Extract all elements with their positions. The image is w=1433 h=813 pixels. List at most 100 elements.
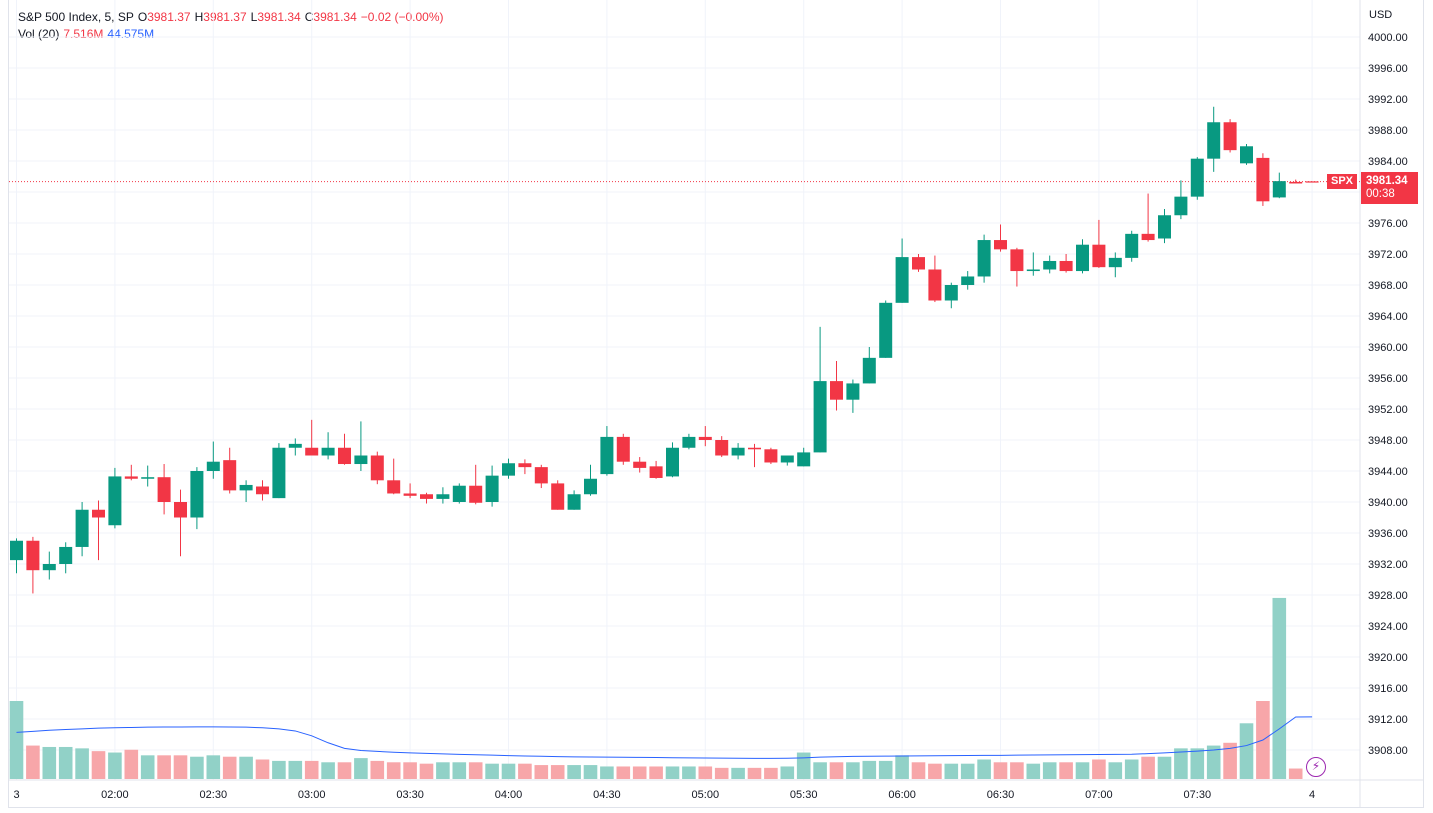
candle-body: [830, 381, 843, 400]
volume-bar: [321, 762, 335, 779]
volume-bar: [813, 762, 827, 779]
candle-body: [92, 509, 105, 518]
volume-bar: [1239, 723, 1254, 779]
candle-body: [551, 483, 565, 510]
candle-body: [124, 476, 138, 479]
y-tick-label: 3924.00: [1368, 621, 1408, 633]
volume-bar: [75, 748, 89, 779]
volume-bar: [911, 762, 926, 779]
volume-bar: [419, 763, 434, 779]
chart-frame[interactable]: [8, 0, 1424, 808]
candle-body: [616, 436, 630, 462]
x-tick-label: 02:30: [200, 789, 228, 801]
volume-bar: [239, 756, 253, 779]
candle-body: [813, 381, 827, 453]
volume-bar: [206, 755, 221, 779]
lightning-icon[interactable]: ⚡: [1306, 757, 1326, 777]
candle-body: [944, 285, 958, 301]
x-tick-label: 05:30: [790, 789, 818, 801]
y-tick-label: 3968.00: [1368, 280, 1408, 292]
x-tick-label: 02:00: [101, 789, 129, 801]
volume-bar: [731, 767, 745, 779]
y-tick-label: 3976.00: [1368, 218, 1408, 230]
volume-bar: [157, 755, 171, 779]
candle-body: [174, 502, 187, 518]
open-label: O: [137, 10, 148, 24]
y-tick-label: 3920.00: [1368, 652, 1408, 664]
volume-bar: [255, 759, 270, 779]
volume-bar: [1206, 745, 1221, 779]
candle-body: [879, 302, 893, 358]
volume-bar: [272, 760, 286, 779]
candle-body: [1026, 269, 1040, 272]
candle-body: [26, 540, 40, 571]
y-tick-label: 3936.00: [1368, 528, 1408, 540]
y-tick-label: 3944.00: [1368, 466, 1408, 478]
y-tick-label: 3932.00: [1368, 559, 1408, 571]
candle-body: [1174, 196, 1188, 216]
volume-bar: [1190, 748, 1205, 779]
volume-bar: [846, 762, 860, 779]
candle-body: [1043, 260, 1057, 270]
symbol-title[interactable]: S&P 500 Index, 5, SP: [18, 10, 134, 24]
volume-bar: [485, 763, 499, 779]
candle-body: [912, 257, 925, 270]
volume-ma-line: [16, 716, 1313, 759]
volume-bar: [354, 758, 368, 779]
candle-body: [157, 477, 171, 502]
volume-bar: [468, 762, 483, 779]
candle-body: [469, 485, 483, 503]
volume-bar: [682, 766, 696, 779]
candle-body: [1207, 122, 1221, 159]
volume-bar: [632, 766, 647, 779]
volume-bar: [714, 767, 729, 779]
volume-bar: [649, 766, 663, 779]
volume-bar: [665, 766, 680, 779]
volume-bar: [583, 765, 598, 779]
candle-body: [452, 485, 466, 502]
volume-bar: [1092, 759, 1106, 779]
last-price-value: 3981.34: [1366, 175, 1408, 187]
x-tick-label: 03:00: [298, 789, 326, 801]
volume-bar: [1108, 762, 1123, 779]
open-value: 3981.37: [147, 10, 191, 24]
volume-bar: [370, 760, 385, 779]
volume-bar: [386, 762, 401, 779]
y-tick-label: 4000.00: [1368, 32, 1408, 44]
candle-body: [288, 443, 302, 448]
candle-body: [1240, 146, 1253, 164]
volume-bar: [895, 755, 909, 779]
volume-bar: [1059, 762, 1073, 779]
candle-body: [272, 447, 286, 499]
candle-body: [223, 460, 237, 491]
candle-body: [108, 476, 122, 526]
candle-body: [59, 546, 73, 564]
candle-body: [797, 452, 811, 467]
volume-bar: [960, 763, 975, 779]
volume-bar: [304, 760, 319, 779]
y-tick-label: 3916.00: [1368, 683, 1408, 695]
change-value: −0.02 (−0.00%): [360, 10, 444, 24]
candle-body: [485, 475, 499, 502]
volume-bar: [550, 765, 565, 779]
y-tick-label: 3996.00: [1368, 63, 1408, 75]
volume-bar: [1141, 756, 1155, 779]
candle-body: [928, 269, 942, 301]
candle-body: [1092, 244, 1106, 268]
y-tick-label: 3956.00: [1368, 373, 1408, 385]
volume-bar: [829, 762, 844, 779]
volume-bar: [1124, 759, 1139, 779]
volume-bar: [1174, 748, 1188, 779]
volume-bar: [567, 765, 581, 779]
candle-body: [567, 494, 581, 510]
volume-bar: [501, 763, 516, 779]
volume-bar: [977, 759, 991, 779]
volume-bar: [337, 762, 352, 779]
volume-bar: [1157, 756, 1172, 779]
volume-bar: [436, 762, 450, 779]
currency-label[interactable]: USD: [1369, 9, 1393, 21]
candle-body: [141, 477, 155, 479]
volume-bar: [1075, 762, 1090, 779]
x-tick-label: 05:00: [692, 789, 720, 801]
